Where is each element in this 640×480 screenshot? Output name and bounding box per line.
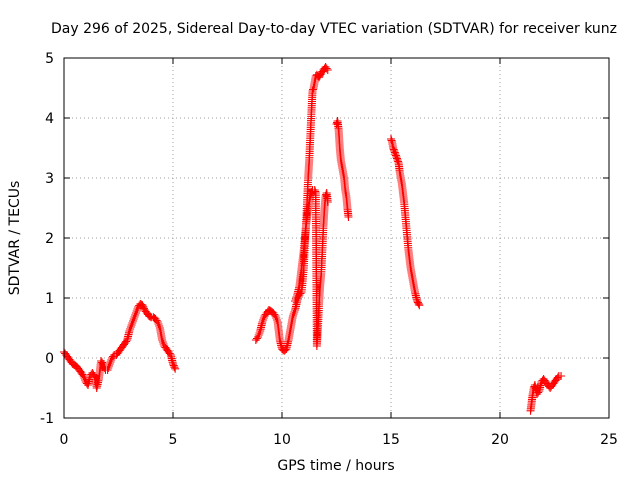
data-point bbox=[127, 321, 136, 329]
data-point bbox=[344, 213, 353, 221]
y-tick-label: 2 bbox=[45, 231, 54, 247]
data-point bbox=[126, 323, 135, 331]
data-point bbox=[122, 337, 131, 346]
x-tick-label: 5 bbox=[169, 432, 178, 448]
data-point bbox=[78, 370, 87, 379]
data-point bbox=[129, 317, 138, 325]
data-point bbox=[557, 372, 566, 380]
y-tick-label: 1 bbox=[45, 291, 54, 307]
data-point bbox=[288, 312, 297, 320]
series-arc-3 bbox=[291, 186, 332, 350]
plot-frame bbox=[63, 57, 610, 419]
data-point bbox=[255, 329, 264, 337]
data-point bbox=[125, 327, 134, 335]
data-point bbox=[153, 318, 162, 326]
data-point bbox=[323, 198, 332, 206]
data-point bbox=[103, 366, 112, 374]
data-point bbox=[133, 305, 142, 313]
data-point bbox=[290, 308, 299, 316]
data-point bbox=[254, 333, 263, 341]
y-tick-label: 4 bbox=[45, 111, 54, 127]
data-point bbox=[322, 64, 331, 73]
chart-title: Day 296 of 2025, Sidereal Day-to-day VTE… bbox=[51, 21, 617, 37]
data-point bbox=[155, 322, 164, 330]
data-point bbox=[158, 336, 167, 344]
data-point bbox=[258, 318, 267, 326]
data-point bbox=[131, 311, 140, 319]
series-arc-5 bbox=[387, 135, 424, 310]
series-arc-6 bbox=[526, 372, 566, 415]
data-point bbox=[415, 301, 424, 310]
data-point bbox=[291, 297, 300, 305]
data-point bbox=[306, 192, 315, 200]
data-series bbox=[60, 63, 566, 415]
data-point bbox=[109, 352, 118, 361]
data-point bbox=[132, 307, 141, 315]
data-point bbox=[159, 340, 168, 348]
x-tick-label: 15 bbox=[382, 432, 400, 448]
data-point bbox=[291, 295, 300, 303]
x-tick-label: 25 bbox=[600, 432, 618, 448]
data-point bbox=[130, 313, 139, 321]
data-point bbox=[107, 356, 116, 364]
data-point bbox=[272, 316, 281, 324]
data-point bbox=[106, 358, 115, 366]
data-point bbox=[126, 325, 135, 333]
y-axis-label: SDTVAR / TECUs bbox=[7, 181, 23, 296]
data-point bbox=[146, 312, 155, 321]
series-arc-1 bbox=[60, 300, 180, 392]
data-point bbox=[271, 312, 280, 320]
data-point bbox=[170, 363, 179, 372]
y-tick-label: 3 bbox=[45, 171, 54, 187]
data-point bbox=[289, 310, 298, 318]
data-point bbox=[254, 331, 263, 339]
data-point bbox=[259, 314, 268, 322]
data-point bbox=[129, 315, 138, 323]
data-point bbox=[152, 316, 161, 325]
data-point bbox=[104, 364, 113, 372]
data-point bbox=[292, 293, 301, 301]
data-point bbox=[165, 349, 174, 358]
x-axis-label: GPS time / hours bbox=[277, 458, 394, 474]
data-point bbox=[307, 190, 316, 198]
data-point bbox=[323, 66, 332, 74]
data-point bbox=[252, 334, 261, 343]
data-point bbox=[98, 358, 107, 367]
data-point bbox=[259, 316, 268, 324]
data-point bbox=[158, 338, 167, 346]
data-point bbox=[414, 299, 423, 308]
y-tick-label: 5 bbox=[45, 51, 54, 67]
x-tick-label: 20 bbox=[491, 432, 509, 448]
y-tick-label: -1 bbox=[40, 411, 54, 427]
y-tick-label: 0 bbox=[45, 351, 54, 367]
data-point bbox=[171, 364, 180, 373]
y-axis: -1 0 1 2 3 4 5 bbox=[40, 51, 609, 427]
x-tick-label: 10 bbox=[273, 432, 291, 448]
data-point bbox=[128, 319, 137, 327]
grid bbox=[64, 58, 609, 418]
data-point bbox=[154, 320, 163, 328]
data-point bbox=[534, 388, 543, 397]
data-point bbox=[270, 310, 279, 319]
series-arc-4 bbox=[332, 117, 353, 221]
x-tick-label: 0 bbox=[60, 432, 69, 448]
data-point bbox=[105, 362, 114, 370]
data-point bbox=[553, 373, 562, 382]
data-point bbox=[131, 309, 140, 317]
data-point bbox=[105, 360, 114, 368]
data-point bbox=[272, 314, 281, 322]
